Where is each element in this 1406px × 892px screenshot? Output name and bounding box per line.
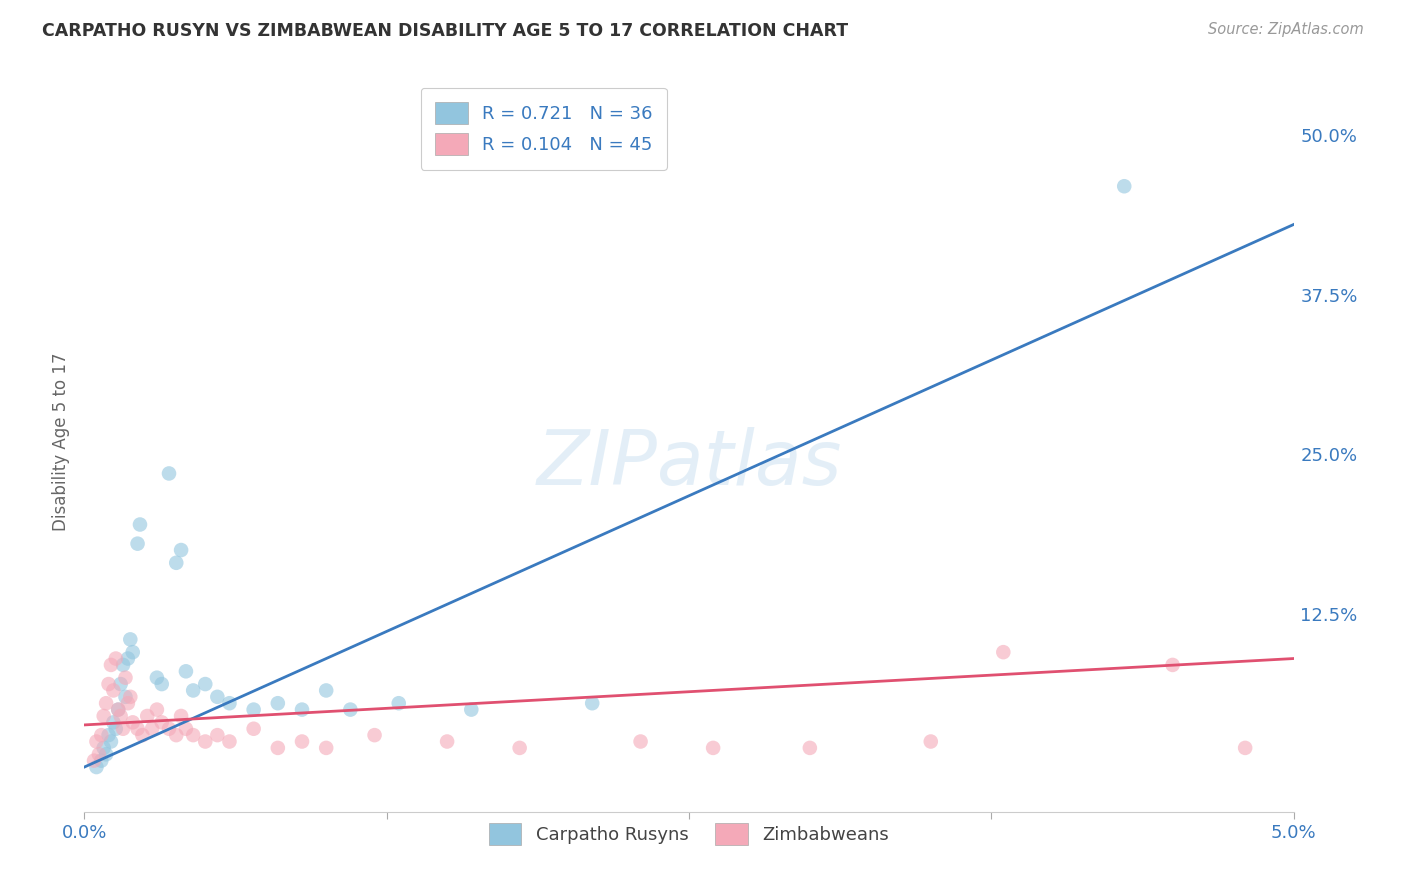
Point bbox=[1234, 740, 1257, 755]
Point bbox=[218, 696, 240, 710]
Point bbox=[131, 728, 153, 742]
Point bbox=[97, 677, 120, 691]
Point bbox=[157, 467, 180, 481]
Point bbox=[150, 715, 173, 730]
Point bbox=[129, 517, 152, 532]
Point bbox=[100, 657, 122, 672]
Point bbox=[107, 703, 129, 717]
Point bbox=[267, 696, 290, 710]
Point bbox=[242, 722, 264, 736]
Point bbox=[436, 734, 458, 748]
Point bbox=[112, 722, 135, 736]
Point bbox=[291, 734, 314, 748]
Point bbox=[90, 754, 112, 768]
Point bbox=[157, 722, 180, 736]
Point bbox=[242, 703, 264, 717]
Point bbox=[146, 703, 169, 717]
Point bbox=[799, 740, 821, 755]
Point bbox=[267, 740, 290, 755]
Point bbox=[174, 665, 197, 679]
Point bbox=[114, 671, 136, 685]
Point bbox=[100, 734, 122, 748]
Point bbox=[90, 728, 112, 742]
Point bbox=[291, 703, 314, 717]
Point bbox=[460, 703, 482, 717]
Point bbox=[146, 671, 169, 685]
Point bbox=[110, 709, 132, 723]
Point bbox=[93, 709, 115, 723]
Point bbox=[117, 696, 139, 710]
Point bbox=[94, 696, 117, 710]
Point bbox=[920, 734, 942, 748]
Point bbox=[104, 651, 127, 665]
Point bbox=[630, 734, 652, 748]
Point bbox=[165, 556, 187, 570]
Point bbox=[194, 734, 217, 748]
Point bbox=[181, 728, 204, 742]
Point bbox=[86, 760, 108, 774]
Point bbox=[120, 690, 142, 704]
Point bbox=[509, 740, 531, 755]
Point bbox=[83, 754, 105, 768]
Point bbox=[207, 728, 229, 742]
Point bbox=[110, 677, 132, 691]
Text: Source: ZipAtlas.com: Source: ZipAtlas.com bbox=[1208, 22, 1364, 37]
Point bbox=[121, 645, 143, 659]
Y-axis label: Disability Age 5 to 17: Disability Age 5 to 17 bbox=[52, 352, 70, 531]
Point bbox=[117, 651, 139, 665]
Point bbox=[121, 715, 143, 730]
Point bbox=[136, 709, 159, 723]
Point bbox=[1114, 179, 1136, 194]
Point bbox=[94, 747, 117, 762]
Point bbox=[194, 677, 217, 691]
Point bbox=[207, 690, 229, 704]
Point bbox=[103, 715, 125, 730]
Point bbox=[339, 703, 361, 717]
Point bbox=[315, 740, 337, 755]
Legend: Carpatho Rusyns, Zimbabweans: Carpatho Rusyns, Zimbabweans bbox=[479, 814, 898, 855]
Point bbox=[97, 728, 120, 742]
Point bbox=[103, 683, 125, 698]
Point bbox=[165, 728, 187, 742]
Point bbox=[218, 734, 240, 748]
Point bbox=[1161, 657, 1184, 672]
Point bbox=[993, 645, 1015, 659]
Point bbox=[702, 740, 724, 755]
Point bbox=[86, 734, 108, 748]
Point bbox=[181, 683, 204, 698]
Point bbox=[170, 543, 193, 558]
Point bbox=[127, 536, 149, 550]
Point bbox=[315, 683, 337, 698]
Point bbox=[170, 709, 193, 723]
Point bbox=[581, 696, 603, 710]
Point bbox=[127, 722, 149, 736]
Point bbox=[87, 747, 110, 762]
Point bbox=[150, 677, 173, 691]
Point bbox=[141, 722, 163, 736]
Point bbox=[112, 657, 135, 672]
Point bbox=[93, 740, 115, 755]
Point bbox=[104, 722, 127, 736]
Point bbox=[174, 722, 197, 736]
Point bbox=[388, 696, 411, 710]
Text: CARPATHO RUSYN VS ZIMBABWEAN DISABILITY AGE 5 TO 17 CORRELATION CHART: CARPATHO RUSYN VS ZIMBABWEAN DISABILITY … bbox=[42, 22, 848, 40]
Point bbox=[107, 703, 129, 717]
Point bbox=[363, 728, 385, 742]
Point bbox=[114, 690, 136, 704]
Point bbox=[120, 632, 142, 647]
Text: ZIPatlas: ZIPatlas bbox=[536, 426, 842, 500]
